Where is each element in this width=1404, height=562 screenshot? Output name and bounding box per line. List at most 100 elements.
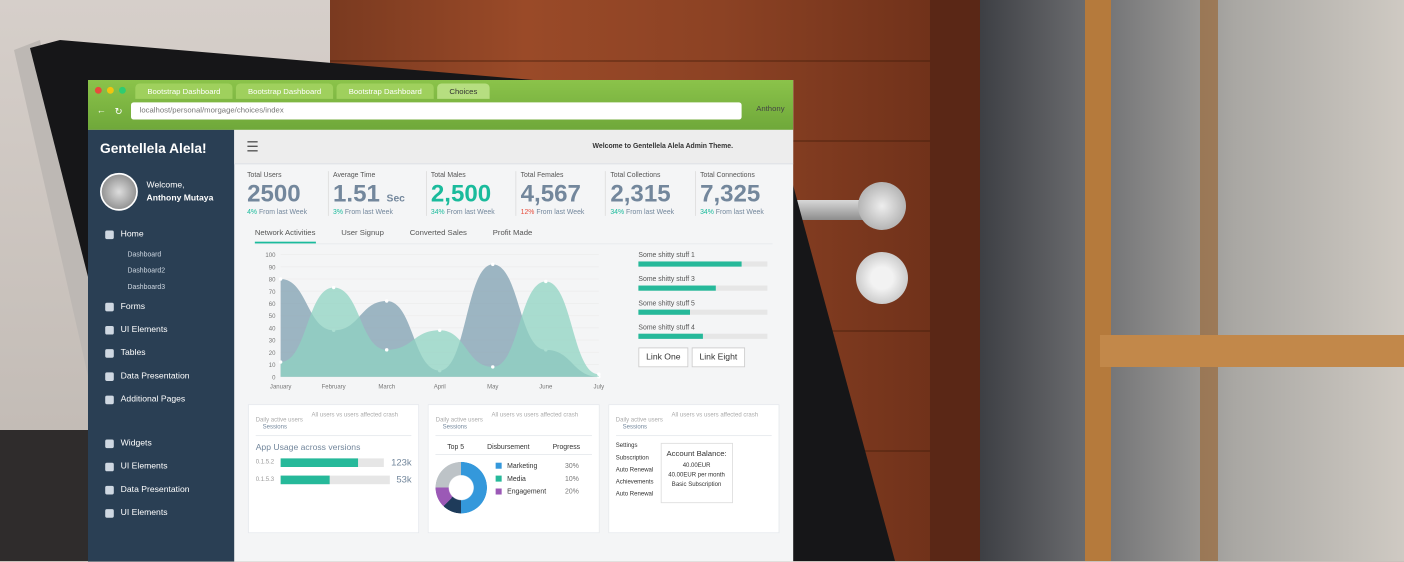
trend-up-value: 34% [610, 207, 625, 216]
back-icon[interactable]: ← [96, 105, 107, 117]
brand-title[interactable]: Gentellela Alela! [100, 141, 207, 157]
x-tick-label: January [270, 384, 291, 390]
tile-value: 1.51 Sec [333, 179, 421, 208]
address-bar[interactable]: localhost/personal/morgage/choices/index [131, 102, 742, 120]
legend-label: Media [507, 474, 526, 483]
y-tick-label: 30 [269, 338, 276, 344]
legend-swatch [495, 475, 502, 482]
window-controls[interactable] [94, 86, 126, 94]
trend-up-value: 34% [700, 207, 714, 216]
sidebar-item-additional-pages[interactable]: Additional Pages [88, 388, 234, 411]
sidebar-item-data-presentation-2[interactable]: Data Presentation [88, 478, 234, 501]
tile-number: 2,315 [610, 179, 671, 207]
tile-delta-text: From last Week [536, 207, 585, 216]
sidebar-item-label: Home [120, 229, 144, 240]
chart-tab[interactable]: Network Activities [254, 228, 316, 244]
sidebar-item-data-presentation[interactable]: Data Presentation [88, 365, 234, 388]
sidebar-item-widgets[interactable]: Widgets [88, 432, 234, 455]
sidebar-item-ui-elements[interactable]: UI Elements [88, 318, 234, 341]
panel-note: All users vs users affected crash [491, 411, 579, 418]
browser-tab[interactable]: Bootstrap Dashboard [336, 83, 434, 99]
link-one-button[interactable]: Link One [638, 347, 689, 367]
progress-list: Some shitty stuff 1 Some shitty stuff 3 So… [638, 250, 768, 367]
browser-tab[interactable]: Bootstrap Dashboard [235, 83, 334, 99]
sidebar-item-ui-elements-3[interactable]: UI Elements [88, 501, 234, 524]
sidebar-item-dashboard3[interactable]: Dashboard3 [127, 282, 166, 291]
y-tick-label: 20 [269, 351, 276, 357]
panel-subtitle: Sessions [622, 423, 648, 430]
link-eight-button[interactable]: Link Eight [691, 347, 745, 367]
sidebar-item-home[interactable]: Home [88, 223, 234, 246]
x-tick-label: June [539, 384, 553, 390]
settings-item[interactable]: Auto Renewal [615, 490, 654, 497]
tile-number: 1.51 [332, 179, 380, 207]
chart-icon [105, 371, 114, 381]
stat-tile: Total Males 2,500 34% From last Week [425, 171, 516, 216]
y-tick-label: 50 [269, 314, 276, 320]
tile-delta-text: From last Week [446, 207, 495, 216]
main-content: ☰ Welcome to Gentellela Alela Admin Them… [234, 129, 794, 562]
progress-track [638, 309, 768, 315]
reload-icon[interactable]: ↻ [114, 106, 123, 117]
progress-row: Some shitty stuff 1 [638, 250, 768, 267]
shelf-post [1085, 0, 1111, 561]
tile-label: Total Males [430, 171, 466, 179]
sidebar-item-forms[interactable]: Forms [88, 295, 234, 318]
tile-delta: 12% From last Week [521, 208, 601, 216]
stat-tile: Total Females 4,567 12% From last Week [515, 171, 605, 216]
panel-top5: Daily active users Sessions All users vs u… [427, 403, 600, 533]
sidebar-item-dashboard2[interactable]: Dashboard2 [127, 266, 166, 275]
progress-label: Some shitty stuff 3 [638, 274, 695, 283]
progress-track [638, 261, 768, 267]
data-point [384, 298, 389, 303]
browser-tab[interactable]: Bootstrap Dashboard [135, 83, 233, 99]
progress-label: Some shitty stuff 4 [638, 323, 695, 331]
legend-item: Marketing 30% [495, 461, 579, 469]
settings-list: Settings Subscription Auto Renewal Achievem… [616, 443, 654, 503]
tile-delta: 4% From last Week [247, 208, 323, 216]
panel-app-usage: Daily active users Sessions All users vs u… [247, 403, 420, 533]
chart-tab[interactable]: Profit Made [492, 227, 533, 237]
progress-label: Some shitty stuff 1 [638, 250, 695, 259]
sidebar-item-label: Widgets [120, 438, 152, 449]
data-point [438, 328, 442, 332]
welcome-label: Welcome, [146, 180, 185, 191]
settings-item[interactable]: Achievements [615, 478, 654, 485]
legend-item: Engagement 20% [495, 487, 579, 495]
settings-item[interactable]: Auto Renewal [615, 466, 654, 473]
legend-item: Media 10% [495, 474, 579, 483]
data-point [544, 279, 548, 283]
browser-chrome: Bootstrap Dashboard Bootstrap Dashboard … [88, 80, 794, 130]
chart-tab[interactable]: Converted Sales [409, 227, 467, 237]
browser-tab-active[interactable]: Choices [437, 83, 490, 99]
tile-label: Total Connections [700, 171, 755, 179]
y-tick-label: 80 [269, 277, 276, 283]
settings-item[interactable]: Settings [615, 442, 638, 449]
trend-up-value: 3% [332, 207, 343, 216]
sidebar-item-dashboard[interactable]: Dashboard [127, 250, 162, 259]
door-edge [930, 0, 980, 561]
desktop-icon [105, 508, 114, 518]
tile-number: 2500 [247, 179, 301, 207]
chart-tab[interactable]: User Signup [341, 227, 384, 237]
account-plan: Basic Subscription [671, 481, 722, 488]
browser-profile[interactable]: Anthony [756, 104, 785, 113]
stat-tile: Total Collections 2,315 34% From last Week [605, 171, 695, 216]
tile-delta: 34% From last Week [700, 208, 780, 216]
usage-row: 0.1.5.2 123k [256, 457, 412, 467]
x-tick-label: July [593, 384, 604, 390]
data-point [384, 347, 389, 352]
column-header: Top 5 [447, 442, 465, 451]
settings-item[interactable]: Subscription [615, 454, 649, 461]
data-point [491, 364, 495, 369]
data-point [278, 276, 283, 281]
sidebar-item-tables[interactable]: Tables [88, 341, 234, 364]
legend-pct: 10% [565, 474, 579, 483]
desktop-icon [105, 325, 114, 335]
panel-subtitle: Sessions [262, 423, 288, 430]
menu-toggle-icon[interactable]: ☰ [246, 140, 259, 155]
account-amount: 40.00EUR [682, 462, 711, 469]
sidebar-item-ui-elements-2[interactable]: UI Elements [88, 455, 234, 478]
legend-swatch [495, 488, 502, 495]
sidebar-item-label: Forms [120, 301, 146, 312]
